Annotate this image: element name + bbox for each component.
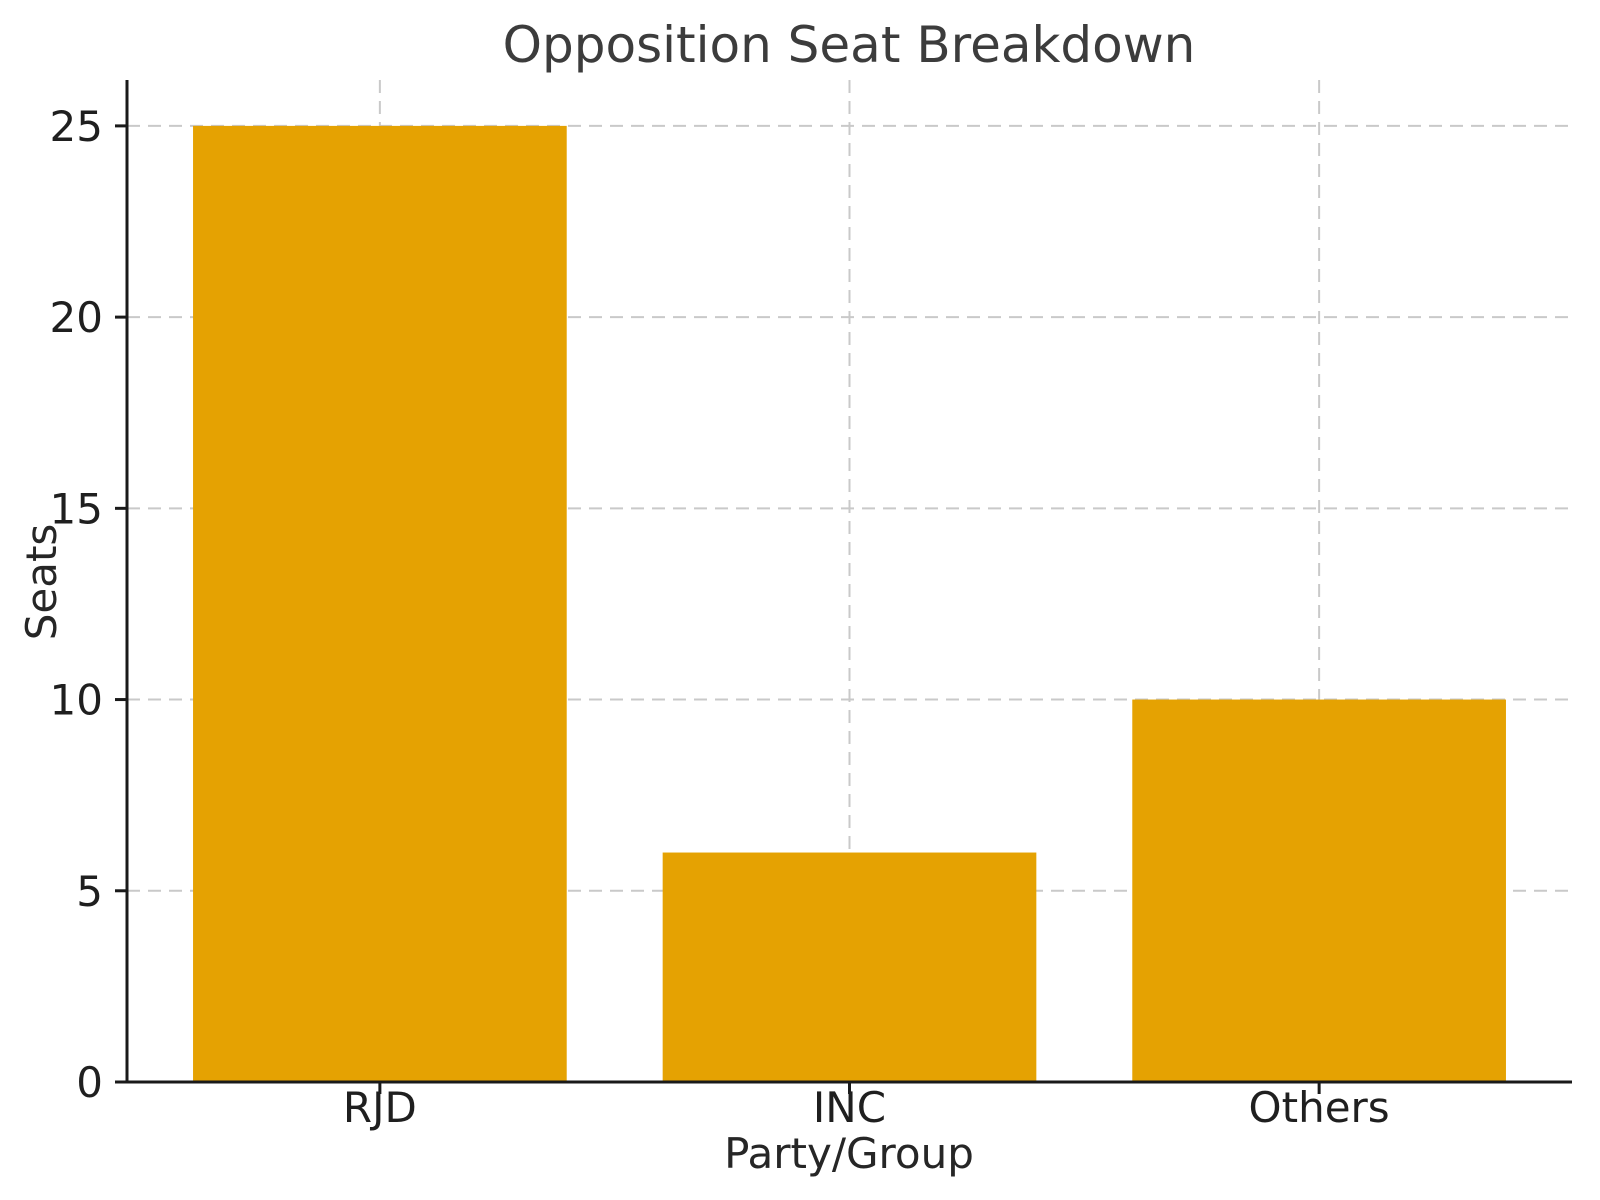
y-tick-label: 20 <box>50 293 103 342</box>
bar-inc <box>662 852 1037 1082</box>
y-axis-label: Seats <box>17 524 66 641</box>
tick-labels-layer: 0 5 10 15 20 25 RJD INC Others <box>50 102 1390 1132</box>
y-tick-label: 0 <box>76 1058 103 1107</box>
x-tick-label: RJD <box>343 1083 417 1132</box>
y-tick-label: 10 <box>50 676 103 725</box>
x-axis-label: Party/Group <box>724 1129 974 1178</box>
chart-title: Opposition Seat Breakdown <box>503 16 1196 74</box>
x-tick-label: Others <box>1249 1083 1390 1132</box>
bar-rjd <box>193 125 567 1082</box>
bars-layer <box>193 125 1506 1082</box>
y-tick-label: 15 <box>50 484 103 533</box>
axes-layer <box>115 80 1572 1094</box>
bar-others <box>1132 699 1506 1082</box>
y-tick-label: 25 <box>50 102 103 151</box>
y-tick-label: 5 <box>76 867 103 916</box>
x-tick-label: INC <box>813 1083 886 1132</box>
